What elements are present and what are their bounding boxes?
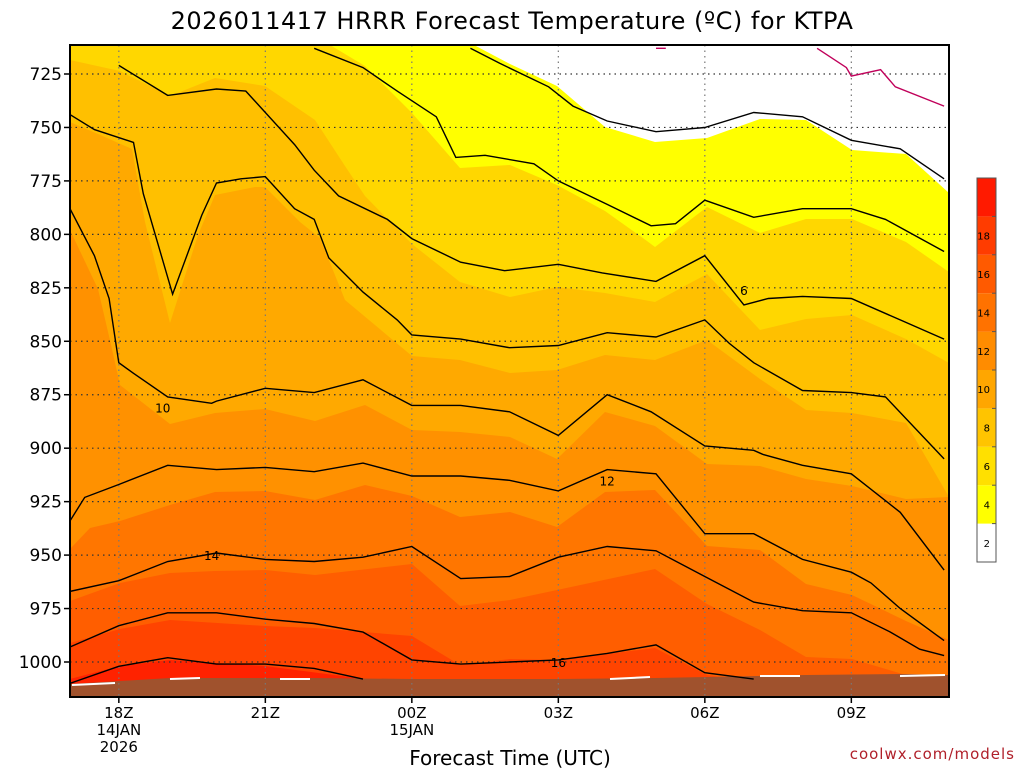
x-tick-label-15JAN: 15JAN bbox=[389, 721, 434, 739]
colorbar-swatch bbox=[977, 293, 996, 332]
y-tick-label-900: 900 bbox=[30, 439, 62, 459]
isotherm-6C bbox=[118, 64, 945, 340]
y-tick-label-800: 800 bbox=[30, 225, 62, 245]
colorbar-label-18: 18 bbox=[977, 232, 990, 243]
isotherm-lines bbox=[70, 47, 945, 685]
colorbar-swatch bbox=[977, 408, 996, 447]
isotherm-18C bbox=[70, 656, 364, 685]
chart-title: 2026011417 HRRR Forecast Temperature (ºC… bbox=[171, 7, 854, 35]
plot-frame bbox=[69, 44, 950, 698]
y-axis: 725 750 775 800 825 850 875 900 925 950 975 1000 bbox=[19, 65, 70, 673]
colorbar-swatch bbox=[977, 178, 996, 217]
contour-label-6: 6 bbox=[740, 284, 748, 298]
y-tick-label-975: 975 bbox=[30, 600, 62, 620]
y-tick-label-950: 950 bbox=[30, 546, 62, 566]
temperature-fill-bands bbox=[70, 45, 949, 697]
colorbar-swatch bbox=[977, 523, 996, 562]
x-tick-label-21Z: 21Z bbox=[251, 704, 280, 722]
credit-link[interactable]: coolwx.com/models bbox=[850, 745, 1015, 763]
contour-label-14: 14 bbox=[204, 549, 219, 563]
colorbar-swatch bbox=[977, 216, 996, 255]
isotherm-10C bbox=[70, 208, 945, 571]
colorbar-label-16: 16 bbox=[977, 270, 990, 281]
colorbar-label-14: 14 bbox=[977, 308, 990, 319]
contour-label-16: 16 bbox=[551, 656, 566, 670]
colorbar-legend: 2 4 6 8 10 12 14 16 18 bbox=[976, 177, 997, 563]
x-tick-label-00Z: 00Z bbox=[397, 704, 426, 722]
colorbar-label-8: 8 bbox=[984, 424, 990, 435]
y-tick-label-725: 725 bbox=[30, 65, 62, 85]
colorbar-label-10: 10 bbox=[977, 385, 990, 396]
isotherm-4C bbox=[313, 47, 945, 253]
colorbar-label-6: 6 bbox=[984, 462, 990, 473]
contour-label-12: 12 bbox=[600, 474, 615, 488]
isotherm-2C bbox=[470, 47, 945, 180]
colorbar-swatch bbox=[977, 331, 996, 370]
x-axis-title: Forecast Time (UTC) bbox=[409, 746, 611, 768]
y-tick-label-875: 875 bbox=[30, 386, 62, 406]
isotherm-14C bbox=[70, 545, 945, 657]
x-tick-label-09Z: 09Z bbox=[837, 704, 866, 722]
y-tick-label-850: 850 bbox=[30, 332, 62, 352]
y-tick-label-925: 925 bbox=[30, 493, 62, 513]
x-tick-label-2026: 2026 bbox=[100, 738, 138, 756]
colorbar-swatch bbox=[977, 446, 996, 486]
ground-highlights bbox=[71, 674, 946, 686]
x-tick-label-18Z: 18Z bbox=[104, 704, 133, 722]
isotherm-12C bbox=[70, 462, 945, 642]
x-tick-label-06Z: 06Z bbox=[690, 704, 719, 722]
isotherm-0C bbox=[816, 47, 945, 107]
y-tick-label-1000: 1000 bbox=[19, 653, 62, 673]
x-tick-label-14JAN: 14JAN bbox=[96, 721, 141, 739]
y-tick-label-775: 775 bbox=[30, 172, 62, 192]
isotherm-8C bbox=[70, 114, 945, 460]
colorbar-swatch bbox=[977, 370, 996, 409]
colorbar-label-12: 12 bbox=[977, 347, 990, 358]
x-tick-label-03Z: 03Z bbox=[544, 704, 573, 722]
colorbar-label-4: 4 bbox=[984, 500, 990, 511]
isotherm-16C bbox=[70, 612, 754, 680]
isotherm-labels: 6 10 12 14 16 bbox=[155, 284, 748, 670]
y-tick-label-750: 750 bbox=[30, 118, 62, 138]
colorbar-swatch bbox=[977, 254, 996, 294]
contour-label-10: 10 bbox=[155, 402, 170, 416]
band-0-2 bbox=[474, 45, 949, 193]
colorbar-swatch bbox=[977, 485, 996, 524]
grid-lines bbox=[70, 45, 949, 697]
y-tick-label-825: 825 bbox=[30, 279, 62, 299]
colorbar-label-2: 2 bbox=[984, 539, 990, 550]
